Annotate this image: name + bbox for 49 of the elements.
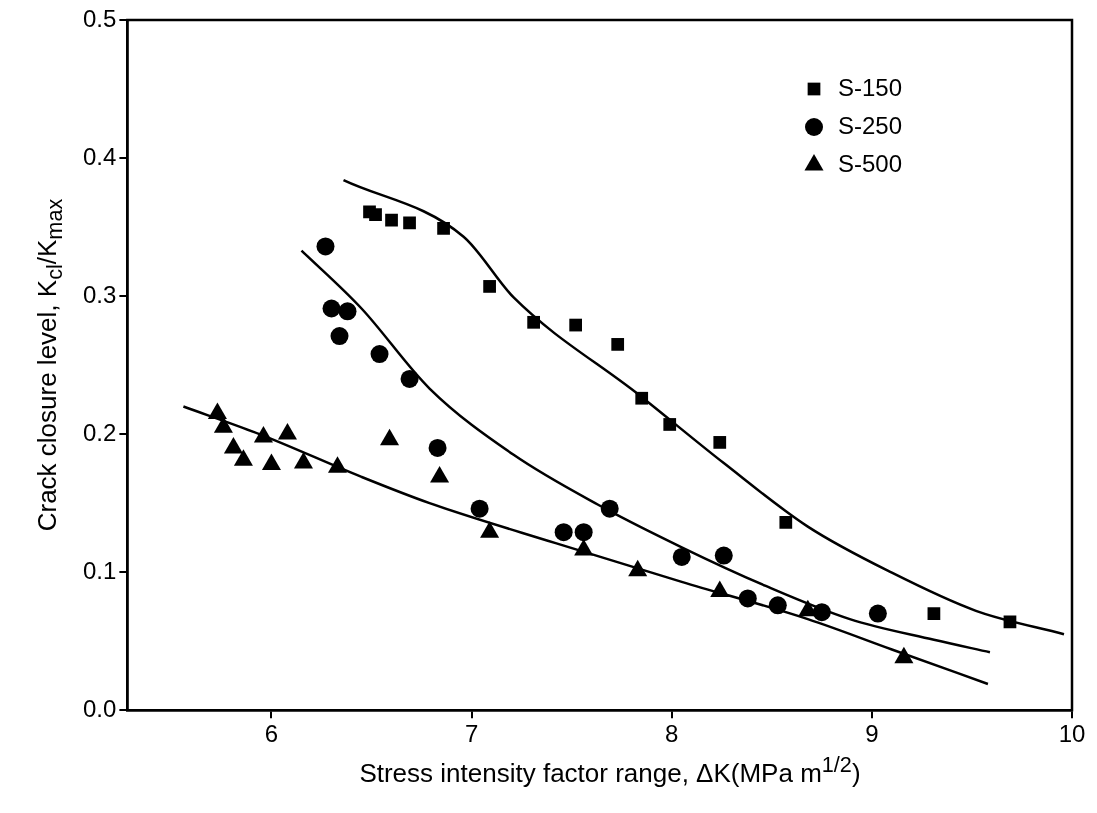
point bbox=[868, 604, 887, 623]
y-tick-label: 0.1 bbox=[82, 556, 117, 584]
point bbox=[554, 523, 573, 542]
y-tick-label: 0.0 bbox=[82, 694, 117, 722]
point bbox=[428, 438, 447, 457]
legend-label: S-150 bbox=[838, 73, 903, 101]
x-tick-label: 7 bbox=[464, 720, 479, 748]
legend-label: S-250 bbox=[838, 111, 903, 139]
x-tick-label: 6 bbox=[264, 720, 279, 748]
point bbox=[713, 436, 727, 449]
point bbox=[470, 499, 489, 518]
point bbox=[672, 547, 691, 566]
point bbox=[635, 391, 649, 405]
y-tick-label: 0.3 bbox=[82, 280, 117, 308]
line-series bbox=[342, 178, 1066, 636]
point bbox=[611, 338, 625, 351]
y-tick-label: 0.5 bbox=[82, 4, 117, 32]
point bbox=[370, 345, 389, 364]
point bbox=[663, 418, 677, 431]
point bbox=[927, 607, 941, 620]
point bbox=[768, 596, 787, 615]
point bbox=[569, 318, 583, 332]
point bbox=[437, 222, 450, 235]
point bbox=[714, 546, 733, 565]
line-series bbox=[182, 405, 990, 686]
x-tick-label: 8 bbox=[665, 720, 679, 748]
point bbox=[738, 589, 757, 608]
point bbox=[316, 237, 335, 256]
y-tick-label: 0.2 bbox=[82, 418, 117, 446]
point bbox=[322, 299, 341, 318]
point bbox=[600, 499, 619, 518]
point bbox=[1003, 615, 1017, 629]
point bbox=[385, 213, 398, 227]
point bbox=[330, 327, 349, 346]
x-tick-label: 10 bbox=[1058, 720, 1086, 748]
point bbox=[812, 603, 831, 622]
point bbox=[527, 315, 540, 329]
x-axis-title: Stress intensity factor range, ΔK(MPa m$^{1/2}$) bbox=[358, 752, 862, 789]
legend-label: S-500 bbox=[838, 149, 903, 177]
point bbox=[574, 523, 593, 542]
point bbox=[403, 216, 416, 230]
point bbox=[779, 516, 793, 529]
y-tick-label: 0.4 bbox=[82, 142, 117, 170]
line-series bbox=[300, 249, 992, 654]
point bbox=[400, 369, 419, 388]
x-tick-label: 9 bbox=[865, 720, 879, 748]
point bbox=[369, 208, 382, 221]
point bbox=[338, 302, 357, 321]
point bbox=[483, 280, 496, 293]
